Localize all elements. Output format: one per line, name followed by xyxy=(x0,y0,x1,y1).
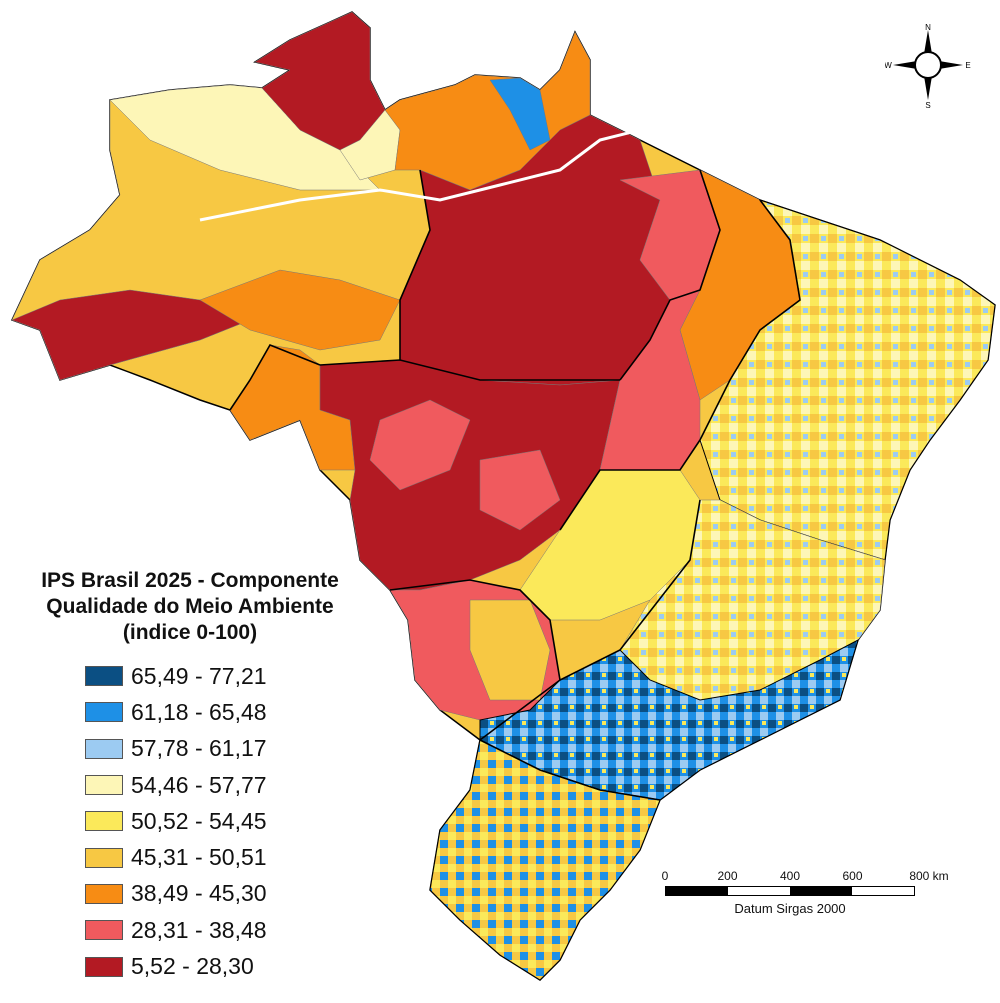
legend-item: 28,31 - 38,48 xyxy=(85,912,340,948)
legend-label: 28,31 - 38,48 xyxy=(131,916,267,943)
scale-bar: 0 200 400 600 800 km Datum Sirgas 2000 xyxy=(660,866,960,926)
scale-tick-label: 400 xyxy=(779,869,801,883)
legend-title-line: (indice 0-100) xyxy=(122,621,258,644)
legend-swatch xyxy=(85,847,123,868)
legend-label: 61,18 - 65,48 xyxy=(131,698,267,725)
north-arrow: N S E W xyxy=(884,22,971,110)
legend-swatch xyxy=(85,883,123,904)
scale-tick-label: 600 xyxy=(842,869,863,883)
compass-w: W xyxy=(885,61,892,70)
legend-title-line: IPS Brasil 2025 - Componente xyxy=(41,569,339,592)
legend-swatch xyxy=(85,956,123,977)
legend-item: 50,52 - 54,45 xyxy=(85,803,340,839)
scale-bar-graphic xyxy=(665,886,915,896)
legend-label: 50,52 - 54,45 xyxy=(131,807,267,834)
legend-items: 65,49 - 77,21 61,18 - 65,48 57,78 - 61,17 5… xyxy=(85,658,340,985)
legend-swatch xyxy=(85,702,123,723)
legend-swatch xyxy=(85,666,123,687)
legend-label: 65,49 - 77,21 xyxy=(131,662,267,689)
compass-s: S xyxy=(925,101,930,108)
legend-item: 61,18 - 65,48 xyxy=(85,694,340,730)
scale-caption: Datum Sirgas 2000 xyxy=(734,901,846,916)
legend-swatch xyxy=(85,811,123,832)
region-mato-grosso-patches xyxy=(369,399,561,531)
compass-n: N xyxy=(925,23,931,32)
scale-ticks: 0 200 400 600 800 km xyxy=(660,866,960,886)
state-borders xyxy=(229,169,801,801)
legend-label: 5,52 - 28,30 xyxy=(131,953,254,980)
region-acre xyxy=(11,289,251,381)
legend-label: 57,78 - 61,17 xyxy=(131,735,267,762)
scale-tick-label: 800 km xyxy=(909,869,949,883)
legend-item: 5,52 - 28,30 xyxy=(85,948,340,984)
region-amazonas-south xyxy=(199,269,401,351)
legend-label: 54,46 - 57,77 xyxy=(131,771,267,798)
compass-rose-icon: N S E W xyxy=(884,23,970,110)
legend-swatch xyxy=(85,920,123,941)
map-legend: IPS Brasil 2025 - Componente Qualidade d… xyxy=(40,568,340,985)
scale-tick-label: 0 xyxy=(661,869,669,883)
legend-item: 38,49 - 45,30 xyxy=(85,876,340,912)
scale-tick-label: 200 xyxy=(717,869,738,883)
amazon-river xyxy=(199,128,641,222)
legend-label: 38,49 - 45,30 xyxy=(131,880,267,907)
legend-item: 57,78 - 61,17 xyxy=(85,731,340,767)
legend-label: 45,31 - 50,51 xyxy=(131,844,267,871)
legend-swatch xyxy=(85,738,123,759)
legend-swatch xyxy=(85,775,123,796)
compass-e: E xyxy=(965,61,970,70)
legend-item: 54,46 - 57,77 xyxy=(85,767,340,803)
legend-title: IPS Brasil 2025 - Componente Qualidade d… xyxy=(40,568,340,646)
legend-title-line: Qualidade do Meio Ambiente xyxy=(46,595,334,618)
region-para-north xyxy=(384,31,591,191)
legend-item: 45,31 - 50,51 xyxy=(85,839,340,875)
legend-item: 65,49 - 77,21 xyxy=(85,658,340,694)
region-southeast xyxy=(479,639,859,801)
